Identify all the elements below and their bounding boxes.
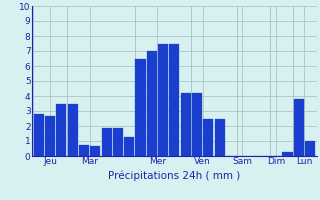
Bar [203, 119, 213, 156]
Bar [214, 118, 225, 156]
Bar [90, 146, 100, 156]
Bar [45, 116, 55, 156]
Bar [135, 58, 146, 156]
Bar [147, 51, 157, 156]
Bar [101, 128, 112, 156]
Bar [34, 114, 44, 156]
Bar [169, 44, 180, 156]
Bar [79, 145, 89, 156]
Bar [68, 104, 78, 156]
X-axis label: Précipitations 24h ( mm ): Précipitations 24h ( mm ) [108, 171, 241, 181]
Bar [282, 152, 292, 156]
Bar [192, 93, 202, 156]
Bar [305, 141, 315, 156]
Bar [124, 137, 134, 156]
Bar [56, 104, 67, 156]
Bar [180, 93, 191, 156]
Bar [113, 128, 123, 156]
Bar [158, 44, 168, 156]
Bar [294, 99, 304, 156]
